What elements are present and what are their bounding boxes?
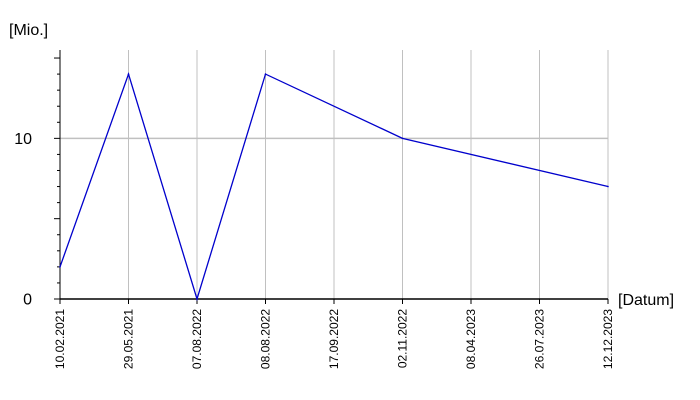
data-point — [401, 137, 404, 140]
x-tick-label: 29.05.2021 — [122, 309, 136, 369]
y-tick-label: 0 — [23, 292, 32, 309]
x-ticks: 10.02.2021 29.05.2021 07.08.2022 08.08.2022… — [53, 299, 615, 369]
data-point — [59, 266, 61, 268]
x-tick-label: 26.07.2023 — [533, 309, 547, 369]
x-tick-label: 07.08.2022 — [190, 309, 204, 369]
x-tick-label: 17.09.2022 — [327, 309, 341, 369]
x-tick-label: 08.08.2022 — [259, 309, 273, 369]
x-tick-label: 02.11.2022 — [396, 309, 410, 368]
y-tick-label: 10 — [14, 131, 32, 148]
y-axis-label: [Mio.] — [9, 22, 48, 39]
data-point — [607, 185, 609, 188]
x-tick-label: 10.02.2021 — [53, 309, 67, 369]
series-line — [59, 72, 609, 302]
data-point — [127, 73, 130, 75]
y-ticks: 0 10 — [14, 57, 60, 309]
x-tick-label: 08.04.2023 — [464, 309, 478, 369]
x-tick-label: 12.12.2023 — [601, 309, 615, 369]
x-axis-label: [Datum] — [618, 292, 674, 309]
data-point — [196, 298, 198, 300]
data-point — [264, 73, 267, 75]
series — [59, 72, 609, 302]
grid — [60, 50, 609, 299]
